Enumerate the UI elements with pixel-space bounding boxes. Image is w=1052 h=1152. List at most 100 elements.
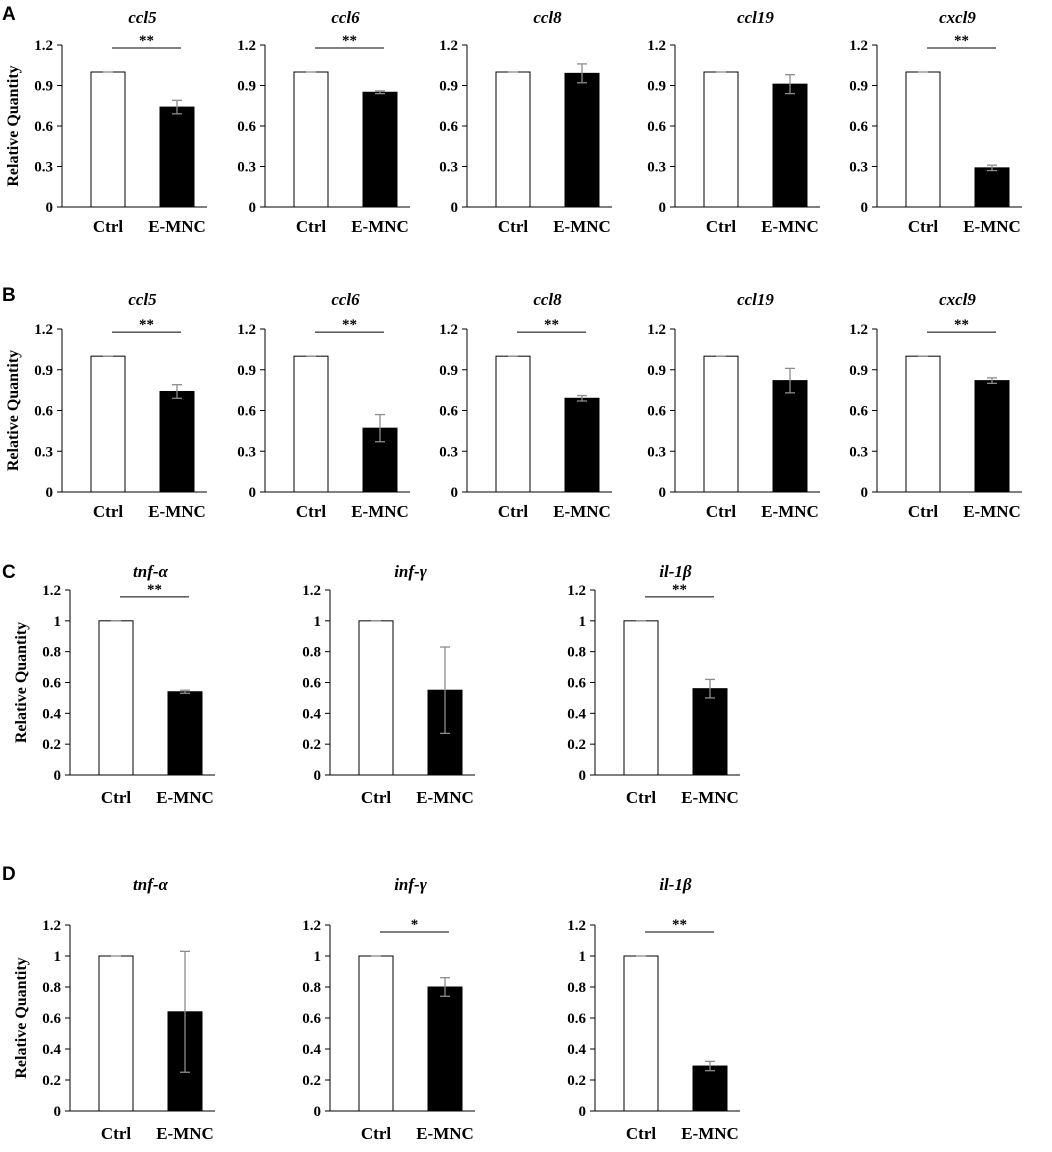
bar-e-mnc bbox=[362, 91, 398, 208]
y-tick-label: 0.3 bbox=[849, 160, 868, 176]
chart-title: ccl8 bbox=[533, 290, 562, 309]
error-bar bbox=[987, 164, 997, 172]
y-tick-label: 0.6 bbox=[302, 676, 321, 692]
y-tick-label: 0.2 bbox=[302, 1073, 321, 1089]
category-label-e-mnc: E-MNC bbox=[148, 502, 206, 521]
y-tick-label: 1 bbox=[314, 614, 322, 630]
chart-d-16: il-1β 0 0.2 0.4 0.6 0.8 1 1.2 Ctrl E-MNC ** bbox=[567, 875, 740, 1143]
chart-title: ccl8 bbox=[533, 8, 562, 27]
panel-letter-b: B bbox=[2, 285, 16, 306]
category-label-ctrl: Ctrl bbox=[296, 502, 326, 521]
y-tick-label: 0.9 bbox=[439, 79, 458, 95]
y-tick-label: 1.2 bbox=[42, 918, 61, 934]
category-label-e-mnc: E-MNC bbox=[156, 788, 214, 807]
y-tick-label: 0 bbox=[451, 200, 459, 216]
chart-b-7: ccl6 0 0.3 0.6 0.9 1.2 Ctrl E-MNC ** bbox=[237, 290, 410, 521]
bar-e-mnc bbox=[564, 72, 600, 208]
y-axis-label: Relative Quantity bbox=[13, 622, 30, 743]
y-tick-label: 0.6 bbox=[34, 404, 53, 420]
error-bar bbox=[440, 646, 450, 735]
y-tick-label: 0.4 bbox=[42, 1042, 61, 1058]
y-tick-label: 0.9 bbox=[34, 363, 53, 379]
y-tick-label: 0.8 bbox=[302, 980, 321, 996]
y-tick-label: 0 bbox=[46, 200, 54, 216]
chart-title: il-1β bbox=[659, 875, 692, 894]
y-tick-label: 0.6 bbox=[647, 119, 666, 135]
bar-ctrl bbox=[495, 355, 531, 493]
charts-group: ccl5 0 0.3 0.6 0.9 1.2 Relative Quantity Ctrl E-… bbox=[5, 8, 1022, 1143]
y-tick-label: 0 bbox=[249, 200, 257, 216]
y-tick-label: 0.3 bbox=[439, 444, 458, 460]
chart-a-5: cxcl9 0 0.3 0.6 0.9 1.2 Ctrl E-MNC ** bbox=[849, 8, 1022, 236]
y-tick-label: 1.2 bbox=[647, 322, 666, 338]
y-tick-label: 1 bbox=[54, 614, 62, 630]
chart-d-15: inf-γ 0 0.2 0.4 0.6 0.8 1 1.2 Ctrl E-MNC * bbox=[302, 875, 475, 1143]
chart-a-1: ccl5 0 0.3 0.6 0.9 1.2 Relative Quantity Ctrl E-… bbox=[5, 8, 207, 236]
y-tick-label: 0.6 bbox=[647, 404, 666, 420]
y-tick-label: 0.4 bbox=[302, 706, 321, 722]
y-tick-label: 0.9 bbox=[237, 79, 256, 95]
bar-e-mnc bbox=[159, 390, 195, 493]
y-tick-label: 0.3 bbox=[34, 160, 53, 176]
chart-c-11: tnf-α 0 0.2 0.4 0.6 0.8 1 1.2 Relative Quantity C… bbox=[13, 562, 215, 807]
y-tick-label: 0.8 bbox=[42, 980, 61, 996]
panel-letter-d: D bbox=[2, 864, 16, 885]
chart-title: ccl5 bbox=[128, 290, 157, 309]
category-label-e-mnc: E-MNC bbox=[156, 1124, 214, 1143]
significance-marker: ** bbox=[147, 582, 162, 598]
y-axis-label: Relative Quantity bbox=[5, 350, 22, 471]
bar-ctrl bbox=[905, 355, 941, 493]
chart-a-3: ccl8 0 0.3 0.6 0.9 1.2 Ctrl E-MNC bbox=[439, 8, 612, 236]
y-axis-label: Relative Quantity bbox=[5, 65, 22, 186]
bar-e-mnc bbox=[692, 688, 728, 776]
bar-ctrl bbox=[293, 71, 329, 208]
y-tick-label: 0.6 bbox=[34, 119, 53, 135]
significance-marker: ** bbox=[139, 317, 154, 333]
bar-e-mnc bbox=[159, 106, 195, 208]
category-label-ctrl: Ctrl bbox=[361, 788, 391, 807]
chart-b-6: ccl5 0 0.3 0.6 0.9 1.2 Relative Quantity Ctrl E-… bbox=[5, 290, 207, 521]
y-tick-label: 1.2 bbox=[302, 583, 321, 599]
category-label-ctrl: Ctrl bbox=[296, 217, 326, 236]
chart-b-9: ccl19 0 0.3 0.6 0.9 1.2 Ctrl E-MNC bbox=[647, 290, 820, 521]
category-label-e-mnc: E-MNC bbox=[553, 217, 611, 236]
y-tick-label: 0.4 bbox=[42, 706, 61, 722]
error-bar bbox=[785, 367, 795, 394]
error-bar bbox=[987, 377, 997, 384]
y-tick-label: 0.6 bbox=[439, 404, 458, 420]
significance-marker: ** bbox=[954, 317, 969, 333]
chart-title: il-1β bbox=[659, 562, 692, 581]
chart-a-4: ccl19 0 0.3 0.6 0.9 1.2 Ctrl E-MNC bbox=[647, 8, 820, 236]
error-bar bbox=[577, 394, 587, 402]
chart-title: cxcl9 bbox=[939, 290, 976, 309]
error-bar bbox=[172, 384, 182, 399]
y-tick-label: 0 bbox=[659, 485, 667, 501]
significance-marker: ** bbox=[672, 917, 687, 933]
y-tick-label: 0 bbox=[451, 485, 459, 501]
bar-ctrl bbox=[703, 71, 739, 208]
category-label-e-mnc: E-MNC bbox=[963, 217, 1021, 236]
y-tick-label: 0.6 bbox=[42, 1011, 61, 1027]
bar-ctrl bbox=[358, 955, 394, 1112]
bar-e-mnc bbox=[564, 397, 600, 493]
error-bar bbox=[375, 90, 385, 95]
y-tick-label: 0.6 bbox=[567, 1011, 586, 1027]
y-tick-label: 0.3 bbox=[647, 444, 666, 460]
bar-ctrl bbox=[623, 955, 659, 1112]
category-label-ctrl: Ctrl bbox=[908, 502, 938, 521]
chart-title: ccl5 bbox=[128, 8, 157, 27]
category-label-ctrl: Ctrl bbox=[498, 217, 528, 236]
category-label-e-mnc: E-MNC bbox=[148, 217, 206, 236]
bar-ctrl bbox=[905, 71, 941, 208]
category-label-ctrl: Ctrl bbox=[498, 502, 528, 521]
category-label-e-mnc: E-MNC bbox=[416, 1124, 474, 1143]
category-label-e-mnc: E-MNC bbox=[761, 502, 819, 521]
y-tick-label: 1.2 bbox=[34, 38, 53, 54]
chart-title: ccl6 bbox=[331, 290, 360, 309]
bar-ctrl bbox=[293, 355, 329, 493]
y-tick-label: 1 bbox=[314, 949, 322, 965]
y-tick-label: 0 bbox=[46, 485, 54, 501]
significance-marker: ** bbox=[672, 582, 687, 598]
category-label-ctrl: Ctrl bbox=[706, 217, 736, 236]
